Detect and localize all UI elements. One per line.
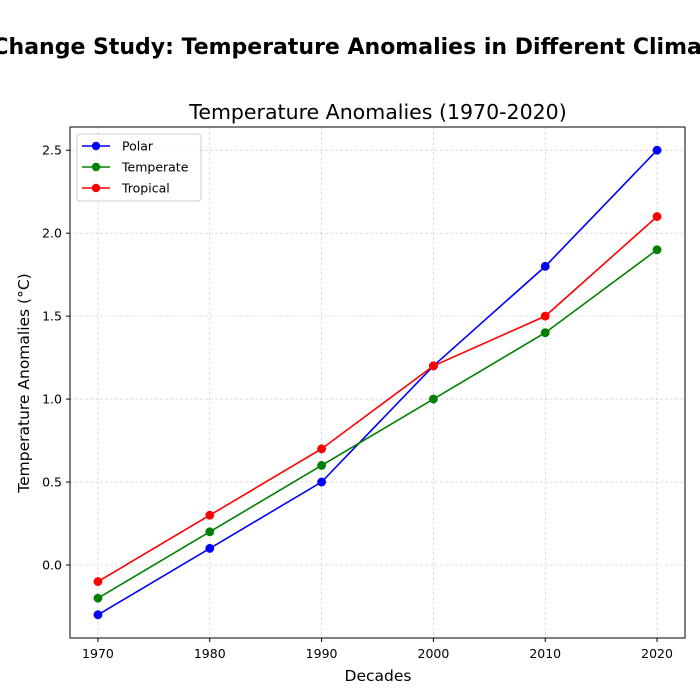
legend: Polar Temperate Tropical	[76, 133, 202, 202]
data-point-polar	[93, 610, 103, 620]
y-tick-label: 1.0	[42, 392, 62, 407]
data-point-tropical	[540, 311, 550, 321]
x-tick-label: 2000	[418, 646, 450, 661]
data-point-polar	[652, 145, 662, 155]
data-point-polar	[317, 477, 327, 487]
y-tick-label: 0.0	[42, 558, 62, 573]
x-axis-label: Decades	[345, 667, 412, 685]
data-point-temperate	[540, 328, 550, 338]
data-point-tropical	[93, 577, 103, 587]
legend-marker-tropical	[91, 183, 101, 193]
data-point-tropical	[428, 361, 438, 371]
y-axis: 0.0 0.5 1.0 1.5 2.0 2.5	[42, 143, 70, 573]
x-tick-label: 1990	[306, 646, 338, 661]
x-tick-label: 1970	[82, 646, 114, 661]
series-line-tropical	[97, 215, 658, 583]
chart-title: Temperature Anomalies (1970-2020)	[188, 100, 566, 124]
y-tick-label: 1.5	[42, 309, 62, 324]
figure-suptitle: Climate Change Study: Temperature Anomal…	[0, 35, 700, 60]
legend-label-tropical: Tropical	[121, 181, 170, 196]
x-axis: 1970 1980 1990 2000 2010 2020	[82, 638, 673, 661]
legend-marker-polar	[91, 141, 101, 151]
series-line-temperate	[97, 249, 658, 599]
y-axis-label: Temperature Anomalies (°C)	[15, 273, 33, 493]
plot-area	[69, 126, 686, 639]
data-point-tropical	[317, 444, 327, 454]
data-point-tropical	[652, 212, 662, 222]
x-tick-label: 2010	[529, 646, 561, 661]
grid-lines	[70, 127, 685, 638]
x-tick-label: 2020	[641, 646, 673, 661]
legend-label-polar: Polar	[122, 139, 154, 154]
data-point-temperate	[428, 394, 438, 404]
data-point-temperate	[317, 461, 327, 470]
data-point-polar	[540, 261, 550, 271]
x-tick-label: 1980	[194, 646, 226, 661]
y-tick-label: 0.5	[42, 475, 62, 490]
series-line-polar	[97, 149, 658, 616]
y-tick-label: 2.0	[42, 226, 62, 241]
data-point-temperate	[205, 527, 215, 537]
legend-marker-temperate	[91, 162, 101, 172]
y-tick-label: 2.5	[42, 143, 62, 158]
legend-label-temperate: Temperate	[121, 160, 189, 175]
legend-frame	[76, 133, 202, 202]
series-group	[93, 145, 662, 620]
data-point-temperate	[93, 593, 103, 603]
data-point-temperate	[652, 245, 662, 255]
data-point-polar	[205, 543, 215, 553]
data-point-tropical	[205, 510, 215, 520]
